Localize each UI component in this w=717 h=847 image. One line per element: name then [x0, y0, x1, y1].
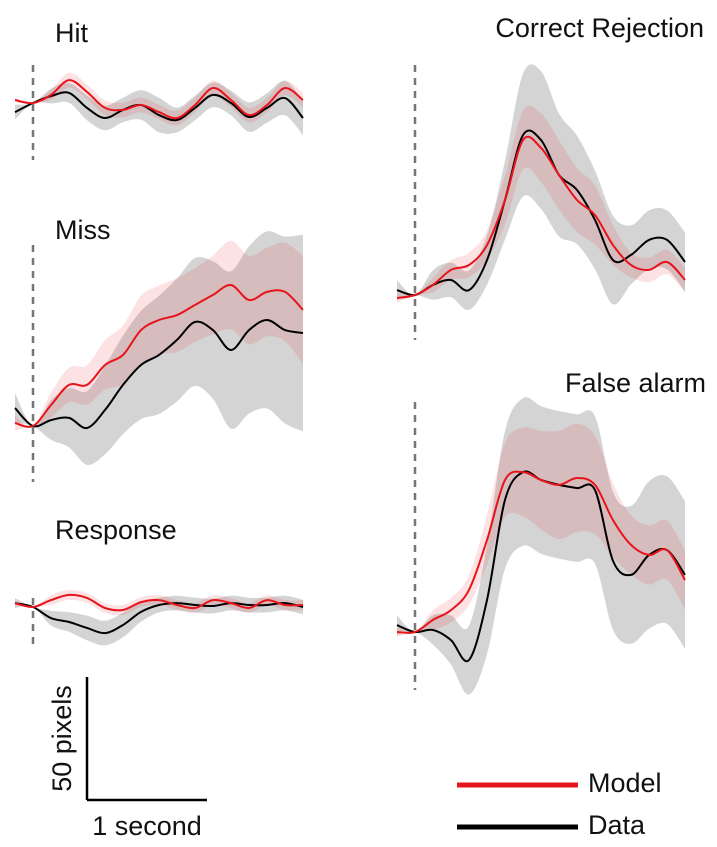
- panel-title: Response: [55, 515, 177, 545]
- error-band: [15, 595, 303, 646]
- lines: [14, 283, 304, 430]
- bands: [15, 72, 303, 136]
- error-band: [397, 397, 685, 695]
- error-band: [397, 423, 685, 637]
- scale-label-y: 50 pixels: [47, 685, 77, 792]
- lines: [14, 593, 304, 635]
- panel: False alarm: [396, 368, 706, 695]
- bands: [397, 397, 685, 695]
- trace: [14, 283, 304, 428]
- trace: [14, 91, 304, 122]
- legend-label: Model: [588, 768, 662, 798]
- error-band: [15, 240, 303, 431]
- trace: [396, 470, 686, 634]
- error-band: [15, 72, 303, 126]
- lines: [14, 79, 304, 122]
- panel: Hit: [14, 18, 304, 160]
- trace: [14, 79, 304, 120]
- trace: [14, 318, 304, 430]
- lines: [396, 129, 686, 299]
- panel-title: False alarm: [565, 368, 706, 398]
- panel-title: Correct Rejection: [495, 13, 704, 43]
- error-band: [397, 64, 685, 311]
- error-band: [397, 105, 685, 303]
- trace: [396, 135, 686, 299]
- bands: [15, 589, 303, 646]
- panel-title: Hit: [55, 18, 88, 48]
- scale-label-x: 1 second: [92, 811, 202, 841]
- panel: Correct Rejection: [396, 13, 704, 340]
- error-band: [15, 589, 303, 616]
- error-band: [15, 80, 303, 136]
- bands: [15, 231, 303, 466]
- panel: Miss: [14, 215, 304, 482]
- trace: [396, 129, 686, 297]
- error-band: [15, 231, 303, 466]
- bands: [397, 64, 685, 311]
- legend-label: Data: [588, 810, 646, 840]
- trace: [14, 593, 304, 612]
- panel: Response: [14, 515, 304, 650]
- lines: [396, 470, 686, 663]
- panel-title: Miss: [55, 215, 111, 245]
